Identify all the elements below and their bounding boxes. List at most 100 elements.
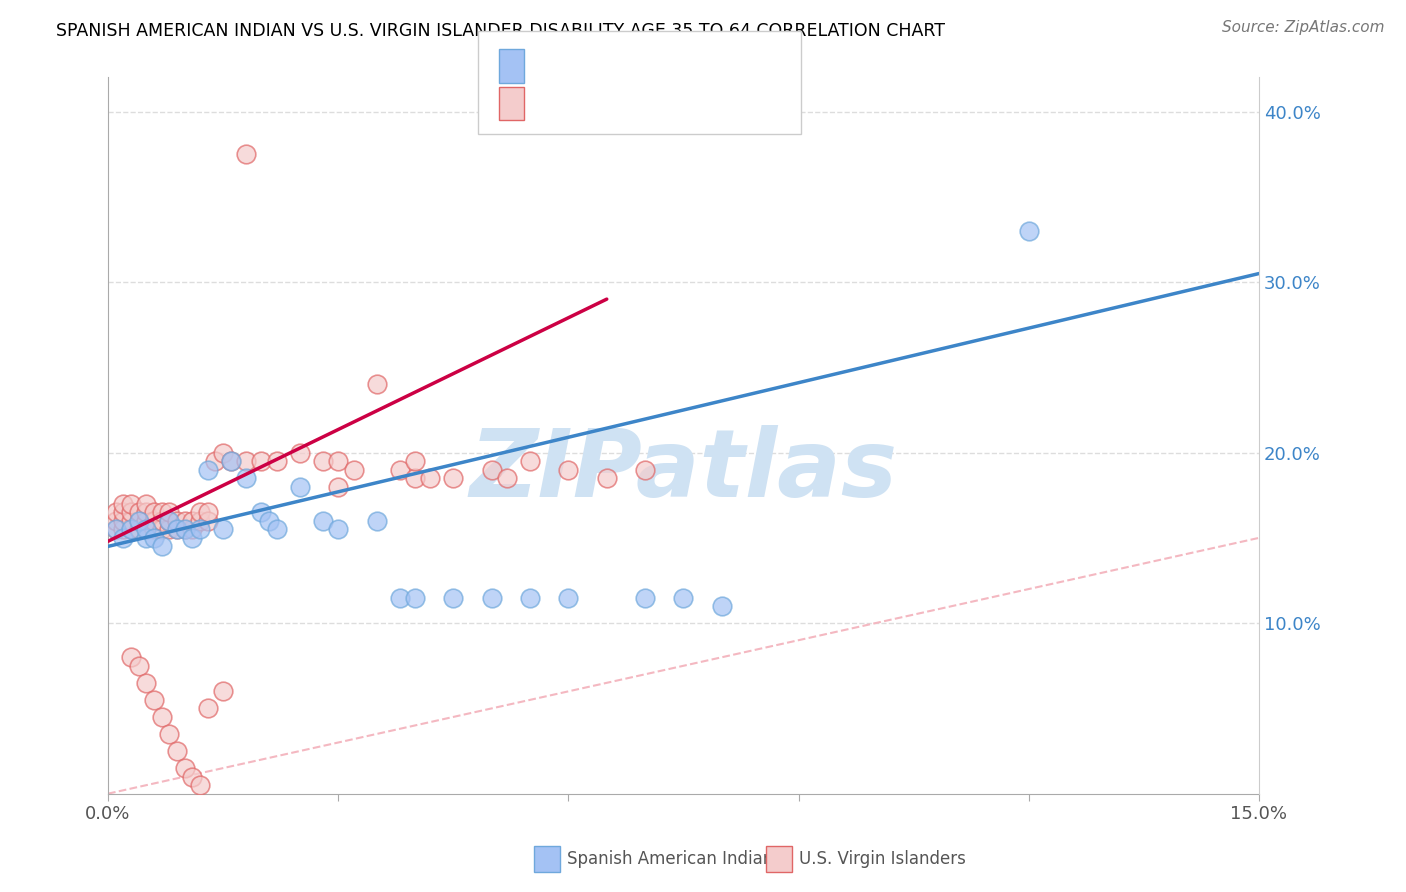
Point [188,514,211,528]
Point [481,463,503,477]
Point [250,505,273,519]
Point [235,454,257,468]
Point [128,522,150,536]
Point [557,591,579,605]
Point [112,531,135,545]
Point [212,445,235,459]
Point [634,591,657,605]
Point [219,454,242,468]
Text: ZIPatlas: ZIPatlas [470,425,897,517]
Point [312,514,335,528]
Point [181,522,204,536]
Text: Source: ZipAtlas.com: Source: ZipAtlas.com [1222,20,1385,35]
Point [519,591,541,605]
Point [634,463,657,477]
Point [120,497,142,511]
Point [596,471,619,485]
Point [496,471,519,485]
Point [212,522,235,536]
Point [104,522,127,536]
Point [150,540,173,554]
Point [1018,224,1040,238]
Point [419,471,441,485]
Point [366,377,388,392]
Point [188,778,211,792]
Point [288,445,311,459]
Point [197,505,219,519]
Point [135,531,157,545]
Point [135,514,157,528]
Point [128,658,150,673]
Point [481,591,503,605]
Point [212,684,235,698]
Point [157,505,180,519]
Text: R = 0.388: R = 0.388 [534,56,641,76]
Text: N = 73: N = 73 [661,94,734,113]
Point [135,676,157,690]
Point [120,505,142,519]
Point [112,522,135,536]
Point [366,514,388,528]
Point [173,514,195,528]
Point [135,522,157,536]
Point [181,531,204,545]
Point [312,454,335,468]
Text: N = 34: N = 34 [661,56,734,76]
Point [143,505,166,519]
Point [710,599,733,613]
Point [150,514,173,528]
Point [166,514,188,528]
Point [166,744,188,758]
Point [257,514,280,528]
Point [235,471,257,485]
Point [150,522,173,536]
Point [157,514,180,528]
Point [150,505,173,519]
Point [404,454,426,468]
Point [188,505,211,519]
Point [388,591,411,605]
Point [342,463,364,477]
Point [250,454,273,468]
Point [219,454,242,468]
Point [112,497,135,511]
Text: Spanish American Indians: Spanish American Indians [567,850,782,868]
Point [157,727,180,741]
Point [128,505,150,519]
Point [266,522,288,536]
Point [328,522,350,536]
Point [143,522,166,536]
Point [128,514,150,528]
Point [388,463,411,477]
Point [173,761,195,775]
Point [404,471,426,485]
Point [150,710,173,724]
Point [143,531,166,545]
Point [120,514,142,528]
Point [104,514,127,528]
Text: SPANISH AMERICAN INDIAN VS U.S. VIRGIN ISLANDER DISABILITY AGE 35 TO 64 CORRELAT: SPANISH AMERICAN INDIAN VS U.S. VIRGIN I… [56,22,945,40]
Text: R = 0.429: R = 0.429 [534,94,641,113]
Point [135,505,157,519]
Point [143,693,166,707]
Point [328,454,350,468]
Point [112,514,135,528]
Point [441,471,464,485]
Point [204,454,226,468]
Point [120,522,142,536]
Point [197,701,219,715]
Point [112,505,135,519]
Point [672,591,695,605]
Point [181,770,204,784]
Point [173,522,195,536]
Point [120,522,142,536]
Point [266,454,288,468]
Point [166,522,188,536]
Point [166,522,188,536]
Point [235,147,257,161]
Point [288,480,311,494]
Point [404,591,426,605]
Point [120,650,142,665]
Point [197,514,219,528]
Point [128,514,150,528]
